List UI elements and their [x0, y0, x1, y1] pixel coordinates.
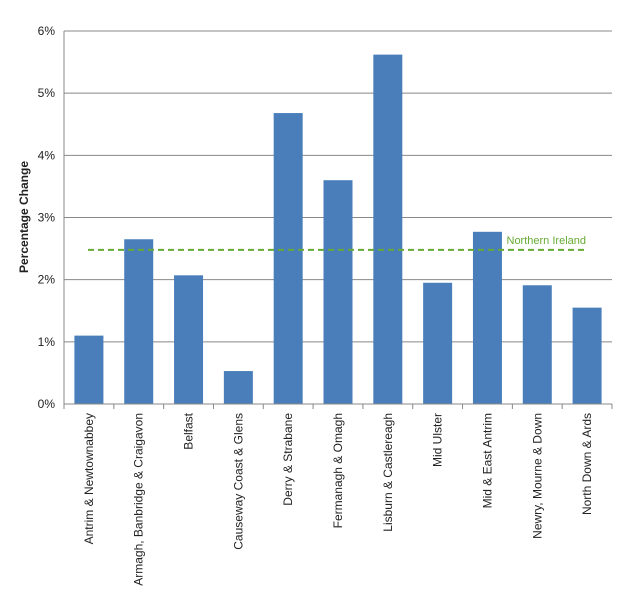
- y-tick-label: 4%: [38, 148, 56, 162]
- y-axis-tick-labels: 0% 1% 2% 3% 4% 5% 6%: [38, 24, 56, 411]
- y-tick-label: 1%: [38, 335, 56, 349]
- x-axis-category-labels: Antrim & Newtownabbey Armagh, Banbridge &…: [82, 412, 594, 585]
- x-axis: [63, 403, 613, 409]
- x-category-label: Armagh, Banbridge & Craigavon: [132, 413, 146, 586]
- x-category-label: Lisburn & Castlereagh: [381, 413, 395, 532]
- bar: [74, 335, 104, 404]
- bar: [174, 275, 204, 404]
- x-category-label: Fermanagh & Omagh: [331, 413, 345, 528]
- x-category-label: Belfast: [182, 412, 196, 449]
- y-tick-label: 3%: [38, 211, 56, 225]
- bar: [423, 282, 453, 404]
- bar: [273, 113, 303, 404]
- bars: [74, 54, 602, 405]
- x-category-label: Mid Ulster: [431, 413, 445, 467]
- y-tick-label: 6%: [38, 24, 56, 38]
- x-category-label: Derry & Strabane: [281, 413, 295, 506]
- y-tick-label: 2%: [38, 273, 56, 287]
- bar: [572, 307, 602, 404]
- bar: [522, 285, 552, 404]
- reference-line-group: Northern Ireland: [88, 235, 587, 251]
- x-category-label: North Down & Ards: [580, 413, 594, 515]
- x-category-label: Newry, Mourne & Down: [530, 413, 544, 539]
- x-category-label: Mid & East Antrim: [480, 413, 494, 508]
- bar: [323, 180, 353, 404]
- x-category-label: Causeway Coast & Glens: [231, 413, 245, 550]
- y-tick-label: 5%: [38, 86, 56, 100]
- x-category-label: Antrim & Newtownabbey: [82, 413, 96, 544]
- bar: [472, 231, 502, 404]
- y-axis-title: Percentage Change: [17, 161, 31, 273]
- reference-line-label: Northern Ireland: [507, 235, 587, 247]
- bar: [373, 54, 403, 405]
- y-tick-label: 0%: [38, 397, 56, 411]
- bar: [124, 239, 154, 404]
- bar: [223, 371, 253, 404]
